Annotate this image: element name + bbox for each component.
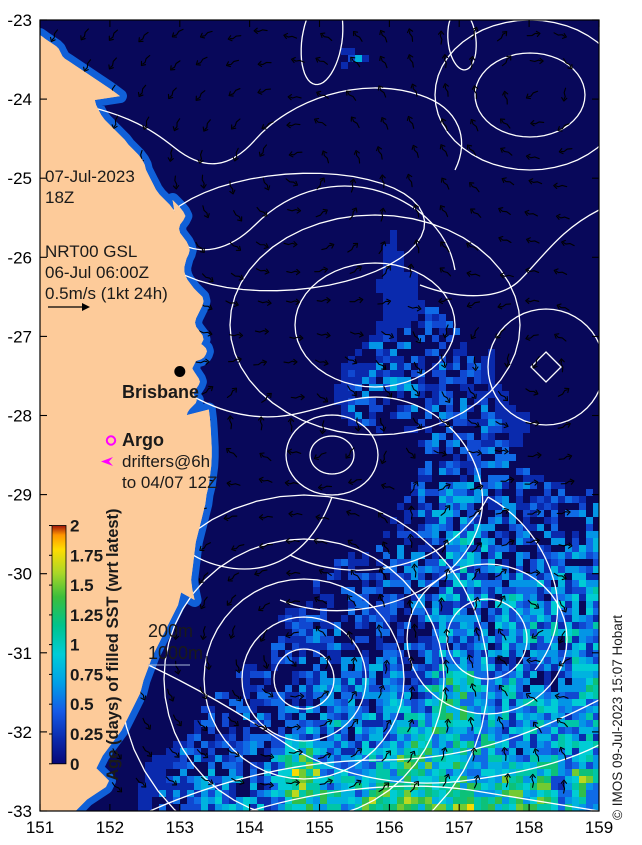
- svg-text:158: 158: [515, 818, 543, 837]
- svg-text:18Z: 18Z: [45, 188, 74, 207]
- svg-text:-27: -27: [7, 327, 32, 346]
- svg-text:2: 2: [70, 517, 79, 536]
- svg-text:Brisbane: Brisbane: [122, 382, 199, 402]
- svg-text:-28: -28: [7, 407, 32, 426]
- svg-text:NRT00 GSL: NRT00 GSL: [45, 242, 137, 261]
- svg-text:1.25: 1.25: [70, 606, 103, 625]
- svg-text:-33: -33: [7, 802, 32, 821]
- svg-text:Age (days) of filled SST (wrt: Age (days) of filled SST (wrt latest): [104, 508, 122, 780]
- svg-text:06-Jul 06:00Z: 06-Jul 06:00Z: [45, 263, 149, 282]
- svg-text:to 04/07 12Z: to 04/07 12Z: [122, 473, 217, 492]
- svg-text:© IMOS 09-Jul-2023 15:07 Hobar: © IMOS 09-Jul-2023 15:07 Hobart: [610, 615, 625, 820]
- svg-text:drifters@6h: drifters@6h: [122, 452, 210, 471]
- svg-text:0: 0: [70, 755, 79, 774]
- svg-text:-25: -25: [7, 169, 32, 188]
- svg-text:152: 152: [96, 818, 124, 837]
- svg-text:155: 155: [305, 818, 333, 837]
- svg-text:0.25: 0.25: [70, 725, 103, 744]
- svg-text:07-Jul-2023: 07-Jul-2023: [45, 167, 135, 186]
- svg-text:1.5: 1.5: [70, 576, 94, 595]
- svg-text:159: 159: [585, 818, 613, 837]
- svg-text:153: 153: [166, 818, 194, 837]
- svg-text:-31: -31: [7, 644, 32, 663]
- svg-text:-30: -30: [7, 565, 32, 584]
- svg-text:1: 1: [70, 636, 79, 655]
- svg-text:154: 154: [235, 818, 263, 837]
- svg-text:Argo: Argo: [122, 430, 164, 450]
- svg-text:0.5: 0.5: [70, 695, 94, 714]
- svg-text:157: 157: [445, 818, 473, 837]
- svg-text:-23: -23: [7, 11, 32, 30]
- svg-text:-32: -32: [7, 723, 32, 742]
- svg-text:200m: 200m: [148, 621, 193, 641]
- svg-text:1000m: 1000m: [148, 643, 203, 663]
- svg-text:-24: -24: [7, 90, 32, 109]
- svg-text:-26: -26: [7, 248, 32, 267]
- svg-text:-29: -29: [7, 486, 32, 505]
- svg-text:1.75: 1.75: [70, 546, 103, 565]
- svg-text:156: 156: [375, 818, 403, 837]
- svg-text:0.75: 0.75: [70, 665, 103, 684]
- svg-text:0.5m/s (1kt 24h): 0.5m/s (1kt 24h): [45, 284, 168, 303]
